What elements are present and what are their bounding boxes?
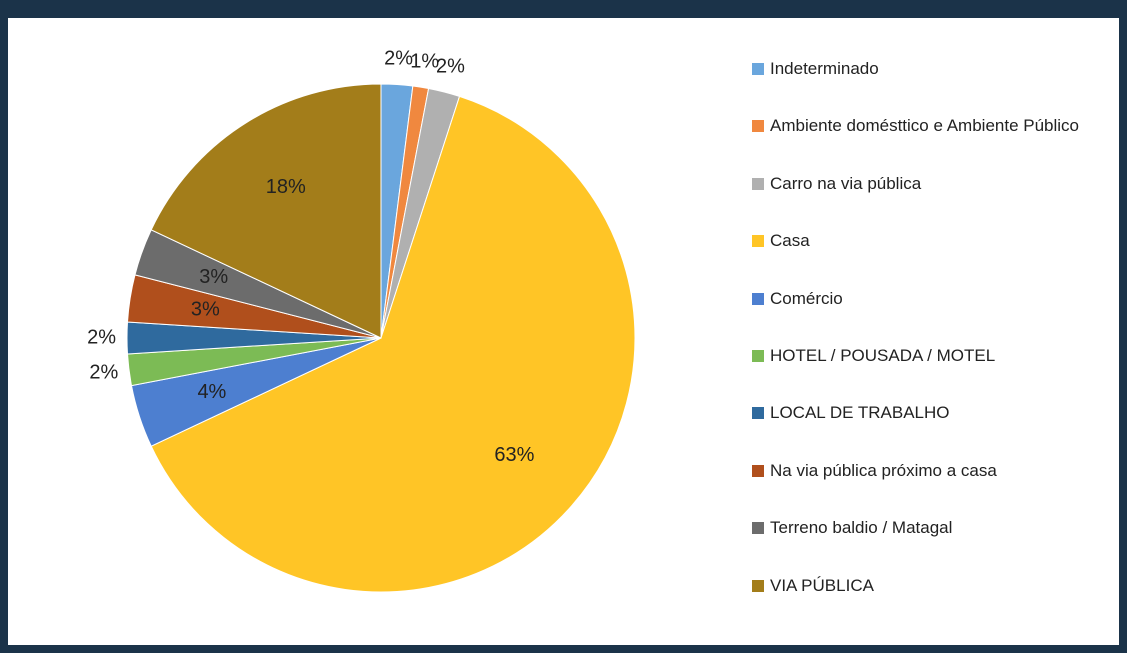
legend-item: LOCAL DE TRABALHO xyxy=(752,402,1112,424)
legend-swatch xyxy=(752,464,764,477)
pie-slice xyxy=(150,83,382,339)
legend-label: Terreno baldio / Matagal xyxy=(770,518,953,538)
legend-label: Ambiente domésttico e Ambiente Público xyxy=(770,116,1080,136)
chart: 2%1%2%63%4%2%2%3%3%18% xyxy=(87,47,636,593)
data-label: 2% xyxy=(384,47,413,69)
legend-label: Carro na via pública xyxy=(770,173,922,193)
legend-swatch xyxy=(752,235,764,248)
legend-swatch xyxy=(752,350,764,362)
data-label: 4% xyxy=(197,381,226,403)
legend-label: LOCAL DE TRABALHO xyxy=(770,403,950,423)
legend-swatch xyxy=(752,579,764,592)
data-label: 3% xyxy=(199,266,228,288)
legend-swatch xyxy=(752,522,764,535)
legend-item: HOTEL / POUSADA / MOTEL xyxy=(752,345,1112,367)
legend-label: VIA PÚBLICA xyxy=(770,575,874,595)
legend-item: VIA PÚBLICA xyxy=(752,575,1112,597)
legend-item: Carro na via pública xyxy=(752,173,1112,195)
data-label: 18% xyxy=(266,176,306,198)
data-label: 2% xyxy=(89,361,118,383)
legend-swatch xyxy=(752,407,764,420)
legend-swatch xyxy=(752,177,764,190)
legend-label: Indeterminado xyxy=(770,59,879,78)
legend-label: Na via pública próximo a casa xyxy=(770,460,997,480)
legend-label: Casa xyxy=(770,231,810,251)
legend-label: Comércio xyxy=(770,288,843,308)
legend-label: HOTEL / POUSADA / MOTEL xyxy=(770,346,996,365)
data-label: 1% xyxy=(410,50,439,72)
data-label: 2% xyxy=(87,326,116,348)
data-label: 3% xyxy=(191,298,220,320)
legend-item: Ambiente domésttico e Ambiente Público xyxy=(752,115,1112,137)
legend-item: Na via pública próximo a casa xyxy=(752,460,1112,482)
chart-panel: 2% 1% 2% 63% 4% 2% 2% 3% 3% 18% Indeterminado Ambi… xyxy=(8,18,1119,645)
legend-item: Indeterminado xyxy=(752,58,1112,80)
legend-item: Terreno baldio / Matagal xyxy=(752,517,1112,539)
data-label: 63% xyxy=(494,444,534,466)
legend-item: Comércio xyxy=(752,288,1112,310)
legend-item: Casa xyxy=(752,230,1112,252)
data-label: 2% xyxy=(436,56,465,78)
legend-swatch xyxy=(752,292,764,305)
legend-swatch xyxy=(752,63,764,75)
pie-slice xyxy=(150,95,636,593)
legend-swatch xyxy=(752,120,764,133)
